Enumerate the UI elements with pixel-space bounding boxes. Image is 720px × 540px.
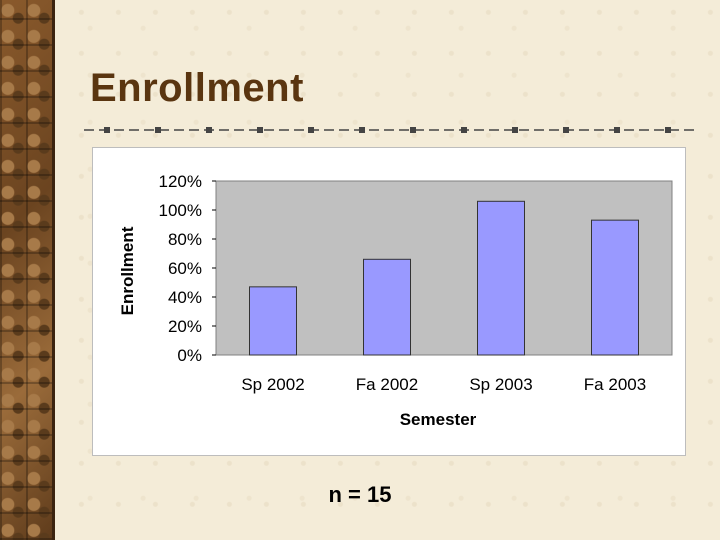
divider-dot xyxy=(461,127,467,133)
chart-container: 0% 20% 40% 60% 80% 100% 120% Sp 2002 Fa 2002 Sp … xyxy=(92,147,686,456)
x-tick-label: Sp 2003 xyxy=(469,375,532,394)
y-tick-label: 20% xyxy=(168,317,202,336)
divider-dot xyxy=(104,127,110,133)
y-tick-label: 100% xyxy=(159,201,202,220)
divider-dot xyxy=(563,127,569,133)
y-tick-label: 40% xyxy=(168,288,202,307)
x-tick-label: Sp 2002 xyxy=(241,375,304,394)
x-tick-label: Fa 2003 xyxy=(584,375,646,394)
sample-size-note: n = 15 xyxy=(328,482,392,507)
divider-dot xyxy=(512,127,518,133)
divider-dot xyxy=(614,127,620,133)
slide-title: Enrollment xyxy=(90,66,304,110)
y-tick-label: 60% xyxy=(168,259,202,278)
y-axis-label: Enrollment xyxy=(118,226,137,315)
divider-dot xyxy=(206,127,212,133)
y-tick-label: 120% xyxy=(159,172,202,191)
x-axis-label: Semester xyxy=(400,410,477,429)
divider-dot xyxy=(359,127,365,133)
bar xyxy=(591,219,639,356)
y-tick-label: 0% xyxy=(177,346,202,365)
divider-dot xyxy=(155,127,161,133)
divider-dot xyxy=(308,127,314,133)
divider-dot xyxy=(257,127,263,133)
divider-dot xyxy=(410,127,416,133)
bar xyxy=(363,258,411,356)
x-tick-label: Fa 2002 xyxy=(356,375,418,394)
decorative-side-strip xyxy=(0,0,55,540)
title-divider xyxy=(84,127,694,133)
divider-dot xyxy=(665,127,671,133)
bar xyxy=(477,200,525,356)
enrollment-bar-chart: 0% 20% 40% 60% 80% 100% 120% Sp 2002 Fa 2002 Sp … xyxy=(118,172,673,429)
bar xyxy=(249,286,297,356)
y-tick-label: 80% xyxy=(168,230,202,249)
